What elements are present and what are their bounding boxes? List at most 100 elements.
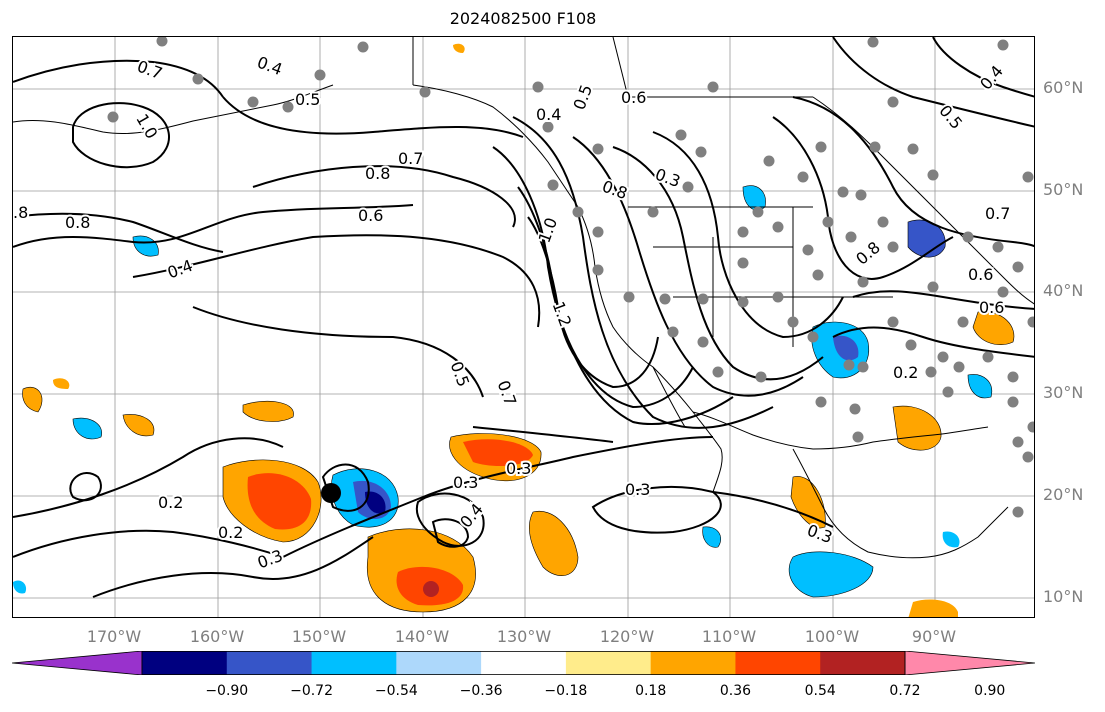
station-dot	[772, 221, 784, 233]
colorbar-segment	[311, 651, 397, 675]
contour-value-label: 1.2	[549, 299, 576, 329]
colorbar-tick-label: 0.18	[635, 683, 667, 699]
contour-value-label: 0.5	[570, 82, 597, 112]
colorbar-segment	[735, 651, 821, 675]
station-dot	[697, 293, 709, 305]
station-dot	[857, 361, 869, 373]
station-dot	[623, 291, 635, 303]
station-dot	[867, 37, 879, 48]
colorbar-segment	[142, 651, 228, 675]
station-dot	[192, 73, 204, 85]
contour-value-label: 0.2	[158, 493, 183, 512]
station-dot	[659, 293, 671, 305]
station-dot	[532, 81, 544, 93]
station-dot	[572, 206, 584, 218]
contour-value-label: 0.7	[985, 204, 1010, 223]
station-dot	[1012, 261, 1024, 273]
colorbar-tick-label: −0.36	[459, 683, 503, 699]
station-dot	[772, 291, 784, 303]
station-dot	[667, 326, 679, 338]
colorbar-segment	[396, 651, 482, 675]
latitude-label: 30°N	[1043, 383, 1084, 402]
station-dot	[907, 143, 919, 155]
station-dot	[592, 143, 604, 155]
colorbar-tick-label: 0.54	[804, 683, 836, 699]
station-dot	[887, 316, 899, 328]
contour-value-label: 0.3	[625, 480, 650, 499]
contour-value-label: 0.6	[979, 298, 1004, 317]
colorbar-segment	[481, 651, 567, 675]
colorbar-tick-label: −0.90	[205, 683, 249, 699]
contour-value-label: 0.2	[218, 523, 243, 542]
station-dot	[1007, 396, 1019, 408]
station-dot	[1022, 171, 1034, 183]
longitude-label: 120°W	[599, 627, 655, 646]
colorbar-segment	[226, 651, 313, 675]
station-dot	[822, 216, 834, 228]
station-dot	[755, 371, 767, 383]
anomaly-shading	[13, 43, 1015, 617]
station-dot	[1027, 316, 1034, 328]
station-dot	[855, 189, 867, 201]
station-dot	[247, 96, 259, 108]
longitude-label: 160°W	[189, 627, 245, 646]
latitude-label: 50°N	[1043, 180, 1084, 199]
station-dot	[925, 366, 937, 378]
station-dot	[282, 101, 294, 113]
colorbar-segment	[650, 651, 736, 675]
station-dot	[997, 286, 1009, 298]
contour-value-label: 0.3	[653, 165, 683, 192]
contour-value-label: .8	[13, 203, 28, 222]
contour-labels: 0.7 0.40.51.0.80.80.70.80.60.40.40.5 0.60.…	[13, 51, 1012, 575]
longitude-label: 140°W	[394, 627, 450, 646]
station-dot	[797, 171, 809, 183]
station-dot	[957, 316, 969, 328]
contour-value-label: 0.4	[165, 256, 195, 283]
station-dot	[982, 351, 994, 363]
contour-value-label: 0.2	[893, 363, 918, 382]
contour-value-label: 0.5	[935, 101, 966, 133]
longitude-label: 150°W	[291, 627, 347, 646]
station-dot	[1022, 451, 1034, 463]
longitude-label: 100°W	[804, 627, 860, 646]
contour-value-label: 0.3	[506, 459, 531, 478]
station-dot	[837, 186, 849, 198]
station-dot	[887, 96, 899, 108]
contour-value-label: 0.3	[453, 473, 478, 492]
colorbar-extend-high	[904, 651, 1035, 675]
station-dot	[953, 361, 965, 373]
colorbar	[12, 651, 1035, 675]
map-canvas: 0.7 0.40.51.0.80.80.70.80.60.40.40.5 0.60.…	[13, 37, 1034, 617]
contour-lines	[13, 37, 1034, 598]
station-dot	[905, 339, 917, 351]
station-dot	[737, 226, 749, 238]
map-title: 2024082500 F108	[449, 9, 597, 28]
station-dot	[849, 403, 861, 415]
colorbar-tick-label: −0.54	[374, 683, 418, 699]
longitude-label: 170°W	[86, 627, 142, 646]
station-dot	[843, 359, 855, 371]
colorbar-tick-label: −0.18	[544, 683, 588, 699]
longitude-label: 110°W	[701, 627, 757, 646]
colorbar-tick-label: 0.90	[974, 683, 1006, 699]
station-dot	[857, 276, 869, 288]
colorbar-tick-label: 0.72	[889, 683, 921, 699]
station-dot	[807, 331, 819, 343]
contour-value-label: 0.6	[621, 88, 646, 107]
station-dot	[592, 226, 604, 238]
colorbar-segment	[565, 651, 652, 675]
map-panel: 0.7 0.4 0.5 1.0.8 0.8 0.7 0.8 0.6 0.4 0.4 0.5 0.6 0.…	[12, 36, 1035, 618]
station-dot	[542, 121, 554, 133]
station-dot	[852, 431, 864, 443]
colorbar-tick-label: 0.36	[719, 683, 752, 699]
station-dot	[763, 155, 775, 167]
longitude-label: 130°W	[496, 627, 552, 646]
station-dot	[845, 231, 857, 243]
station-dot	[1012, 436, 1024, 448]
latitude-label: 20°N	[1043, 485, 1084, 504]
station-dot	[869, 141, 881, 153]
contour-value-label: 0.3	[805, 521, 835, 548]
station-dot	[752, 206, 764, 218]
station-dot	[787, 316, 799, 328]
station-dot	[647, 206, 659, 218]
